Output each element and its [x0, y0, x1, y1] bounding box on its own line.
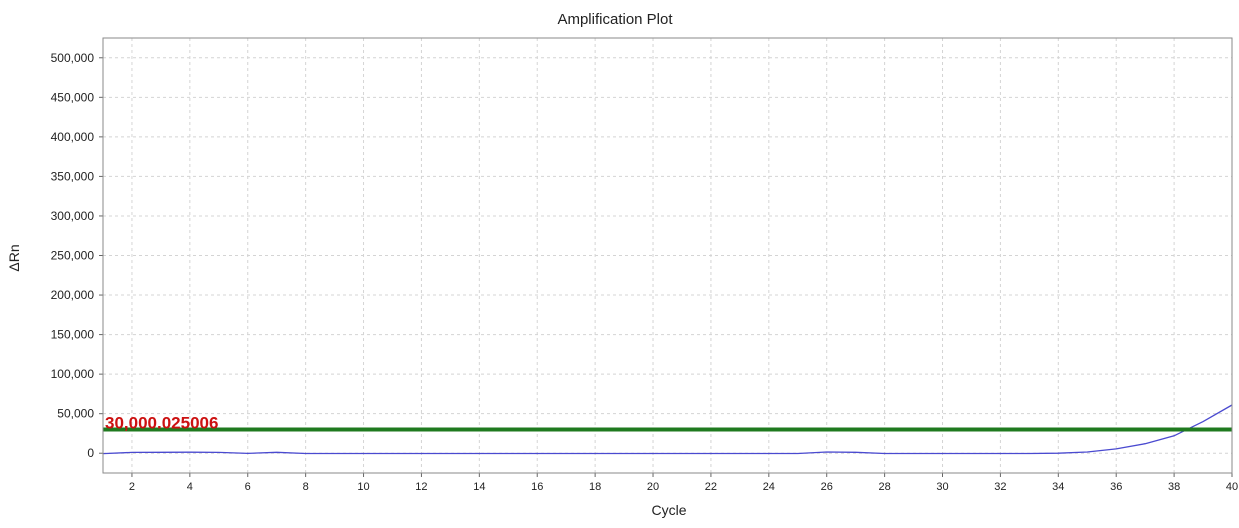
y-tick-label: 350,000 — [51, 169, 95, 183]
x-tick-label: 34 — [1052, 481, 1064, 493]
x-axis-label: Cycle — [651, 502, 686, 518]
x-tick-label: 22 — [705, 481, 717, 493]
x-tick-label: 38 — [1168, 481, 1180, 493]
y-tick-label: 400,000 — [51, 130, 95, 144]
x-tick-label: 18 — [589, 481, 601, 493]
x-tick-label: 40 — [1226, 481, 1238, 493]
x-tick-label: 30 — [936, 481, 948, 493]
y-tick-label: 200,000 — [51, 288, 95, 302]
x-tick-label: 6 — [245, 481, 251, 493]
chart-title: Amplification Plot — [557, 11, 673, 28]
x-tick-label: 16 — [531, 481, 543, 493]
x-tick-label: 20 — [647, 481, 659, 493]
plot-area-frame — [102, 37, 1233, 474]
y-tick-label: 50,000 — [57, 407, 94, 421]
y-tick-label: 500,000 — [51, 51, 95, 65]
x-tick-label: 12 — [415, 481, 427, 493]
y-tick-label: 250,000 — [51, 249, 95, 263]
y-tick-label: 450,000 — [51, 90, 95, 104]
y-axis-ticks: 0 50,000 100,000 150,000 200,000 250,000 300,0… — [51, 51, 103, 460]
x-tick-label: 4 — [187, 481, 193, 493]
threshold-label: 30,000.025006 — [105, 414, 218, 433]
x-tick-label: 14 — [473, 481, 485, 493]
x-tick-label: 26 — [821, 481, 833, 493]
x-axis-ticks: 2 4 6 8 10 12 14 16 18 20 22 24 26 28 30 32 34 36 38 40 — [129, 473, 1238, 493]
y-tick-label: 300,000 — [51, 209, 95, 223]
amplification-curve — [102, 404, 1233, 455]
y-tick-label: 100,000 — [51, 367, 95, 381]
x-tick-label: 36 — [1110, 481, 1122, 493]
x-tick-label: 32 — [994, 481, 1006, 493]
y-tick-label: 0 — [87, 446, 94, 460]
x-tick-label: 24 — [763, 481, 775, 493]
x-tick-label: 2 — [129, 481, 135, 493]
y-axis-label: ΔRn — [6, 244, 22, 271]
x-tick-label: 10 — [357, 481, 369, 493]
threshold-layer: 30,000.025006 — [103, 414, 1232, 433]
series-layer — [102, 404, 1233, 455]
x-tick-label: 8 — [303, 481, 309, 493]
y-tick-label: 150,000 — [51, 328, 95, 342]
x-tick-label: 28 — [878, 481, 890, 493]
grid-lines — [103, 38, 1233, 473]
